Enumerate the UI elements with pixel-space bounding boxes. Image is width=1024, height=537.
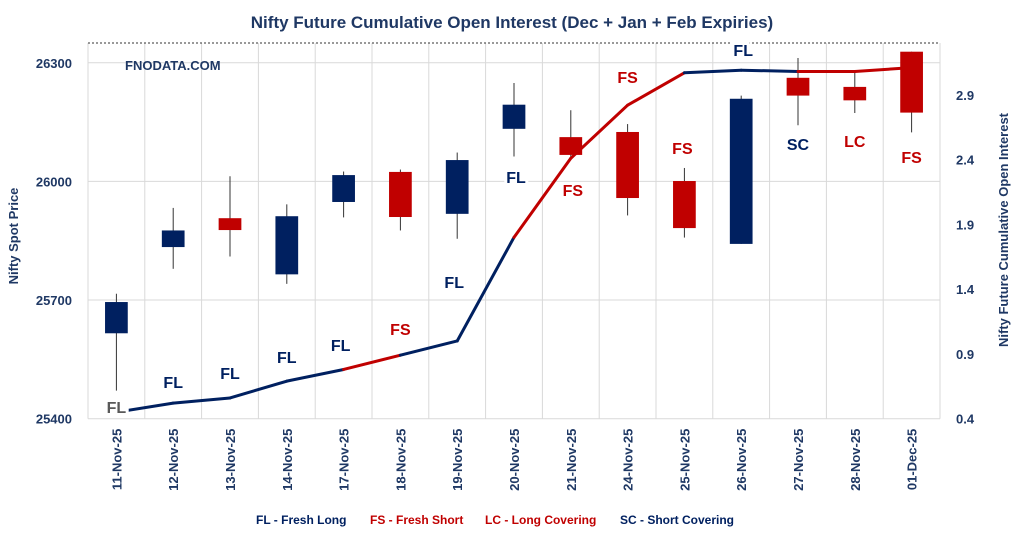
chart-title: Nifty Future Cumulative Open Interest (D… [251,13,773,32]
signal-label: FS [617,70,638,87]
oi-line-segment [228,379,289,400]
oi-line-segment [285,367,346,383]
legend-fs: FS - Fresh Short [370,513,463,527]
y-tick-label: 25400 [36,412,72,427]
y-axis-label: Nifty Spot Price [6,188,21,285]
x-tick-label: 26-Nov-25 [734,429,749,491]
y2-tick-label: 1.4 [956,282,975,297]
candle-body [616,131,639,199]
oi-line-segment [682,68,743,75]
oi-line-segment [569,103,630,160]
oi-line-segment [342,353,402,371]
x-tick-label: 21-Nov-25 [564,429,579,491]
x-tick-label: 12-Nov-25 [166,429,181,491]
candle-body [445,160,469,214]
signal-label: FL [107,400,127,417]
candle-body [105,302,128,334]
legend-sc: SC - Short Covering [620,513,734,527]
signal-label: FL [331,338,351,355]
candle-body [559,137,583,155]
oi-line-segment [171,396,232,405]
x-tick-label: 18-Nov-25 [393,429,408,491]
watermark: FNODATA.COM [125,58,221,73]
oi-line-segment [398,339,459,357]
x-tick-label: 28-Nov-25 [848,429,863,491]
legend: FL - Fresh Long FS - Fresh Short LC - Lo… [256,513,734,527]
oi-line-segment [455,235,516,343]
oi-line-segment [853,66,914,74]
signal-label: FL [220,366,240,383]
candle-body [729,98,753,244]
signal-label: FL [277,350,297,367]
signal-label: FL [444,275,464,292]
y2-tick-label: 1.9 [956,217,974,232]
x-tick-label: 20-Nov-25 [507,429,522,491]
x-tick-label: 17-Nov-25 [337,429,352,491]
signal-label: FS [563,183,584,200]
x-tick-label: 14-Nov-25 [280,429,295,491]
y2-axis-label: Nifty Future Cumulative Open Interest [996,112,1011,347]
legend-fl: FL - Fresh Long [256,513,346,527]
y2-tick-label: 2.4 [956,153,975,168]
signal-label: FS [390,322,411,339]
x-tick-label: 25-Nov-25 [677,429,692,491]
x-tick-label: 13-Nov-25 [223,429,238,491]
signal-label: SC [787,137,810,154]
legend-lc: LC - Long Covering [485,513,596,527]
candle-body [843,86,867,101]
signal-label: FS [672,141,693,158]
y-tick-label: 26300 [36,56,72,71]
signal-label: FS [901,150,922,167]
candle-body [502,104,526,129]
candle-body [332,175,355,202]
x-tick-label: 11-Nov-25 [109,429,124,490]
candle-body [218,218,242,231]
candle-body [900,51,923,113]
signal-label: LC [844,134,866,151]
y2-tick-label: 0.9 [956,347,974,362]
x-tick-label: 01-Dec-25 [905,429,920,490]
x-tick-label: 19-Nov-25 [450,429,465,491]
y2-tick-label: 2.9 [956,88,974,103]
signal-label: FL [163,375,183,392]
candle-body [275,216,299,275]
oi-line-segment [626,71,686,107]
candle-body [673,181,696,229]
x-tick-label: 27-Nov-25 [791,429,806,491]
y-tick-label: 26000 [36,174,72,189]
oi-line-segment [512,156,573,239]
y2-tick-label: 0.4 [956,412,975,427]
signal-label: FL [506,170,526,187]
candle-body [786,77,810,96]
plot-area: 25400 25700 26000 26300 0.4 0.9 1.4 1.9 2.4 2.9 11… [36,40,975,491]
oi-line-segment [739,68,800,74]
candle-body [161,230,185,248]
oi-line-segment [114,401,175,414]
y-tick-label: 25700 [36,293,72,308]
x-tick-label: 24-Nov-25 [621,429,636,491]
signal-label: FL [733,43,753,60]
candle-body [389,171,412,218]
